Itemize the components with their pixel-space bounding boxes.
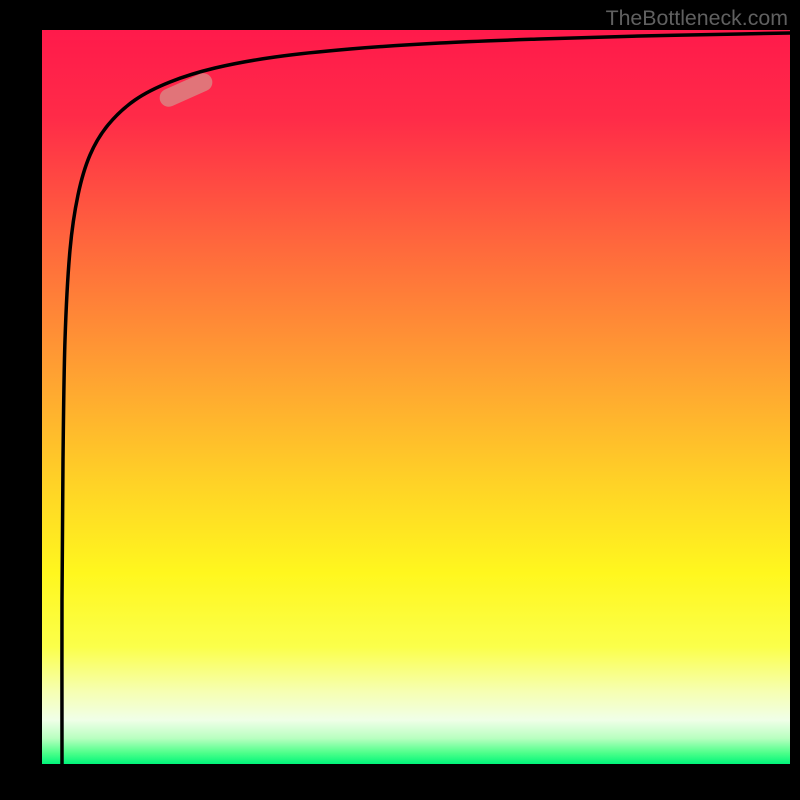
curve-layer — [42, 30, 790, 764]
plot-area — [42, 30, 790, 764]
bottleneck-curve — [62, 33, 790, 764]
chart-frame: TheBottleneck.com — [0, 0, 800, 800]
watermark-text: TheBottleneck.com — [606, 6, 788, 31]
